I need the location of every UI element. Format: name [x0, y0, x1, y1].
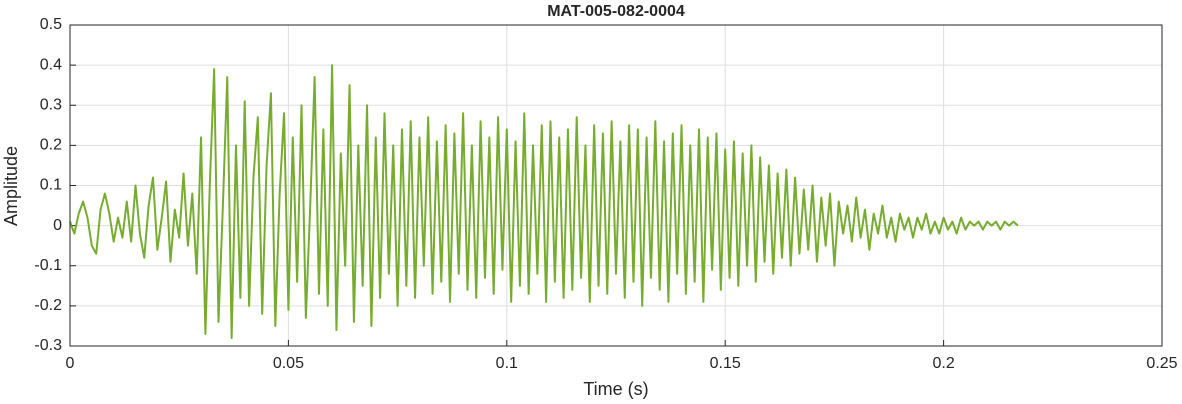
x-tick-label: 0.25: [1146, 355, 1177, 372]
x-tick-label: 0.15: [710, 355, 741, 372]
plot-frame: [69, 24, 1163, 347]
waveform: [69, 64, 1019, 339]
y-tick-label: -0.2: [34, 297, 62, 314]
x-tick-label: 0: [66, 355, 75, 372]
y-axis-label: Amplitude: [1, 146, 21, 226]
chart-title: MAT-005-082-0004: [547, 3, 685, 20]
x-tick-label: 0.1: [496, 355, 518, 372]
y-tick-label: 0.5: [40, 16, 62, 33]
y-tick-label: -0.1: [34, 257, 62, 274]
x-axis-label: Time (s): [583, 379, 648, 399]
y-tick-label: 0.3: [40, 96, 62, 113]
y-tick-label: 0: [53, 217, 62, 234]
y-tick-label: 0.4: [40, 56, 62, 73]
y-tick-label: 0.1: [40, 177, 62, 194]
x-tick-label: 0.2: [932, 355, 954, 372]
y-tick-label: -0.3: [34, 337, 62, 354]
x-tick-label: 0.05: [273, 355, 304, 372]
y-tick-label: 0.2: [40, 137, 62, 154]
